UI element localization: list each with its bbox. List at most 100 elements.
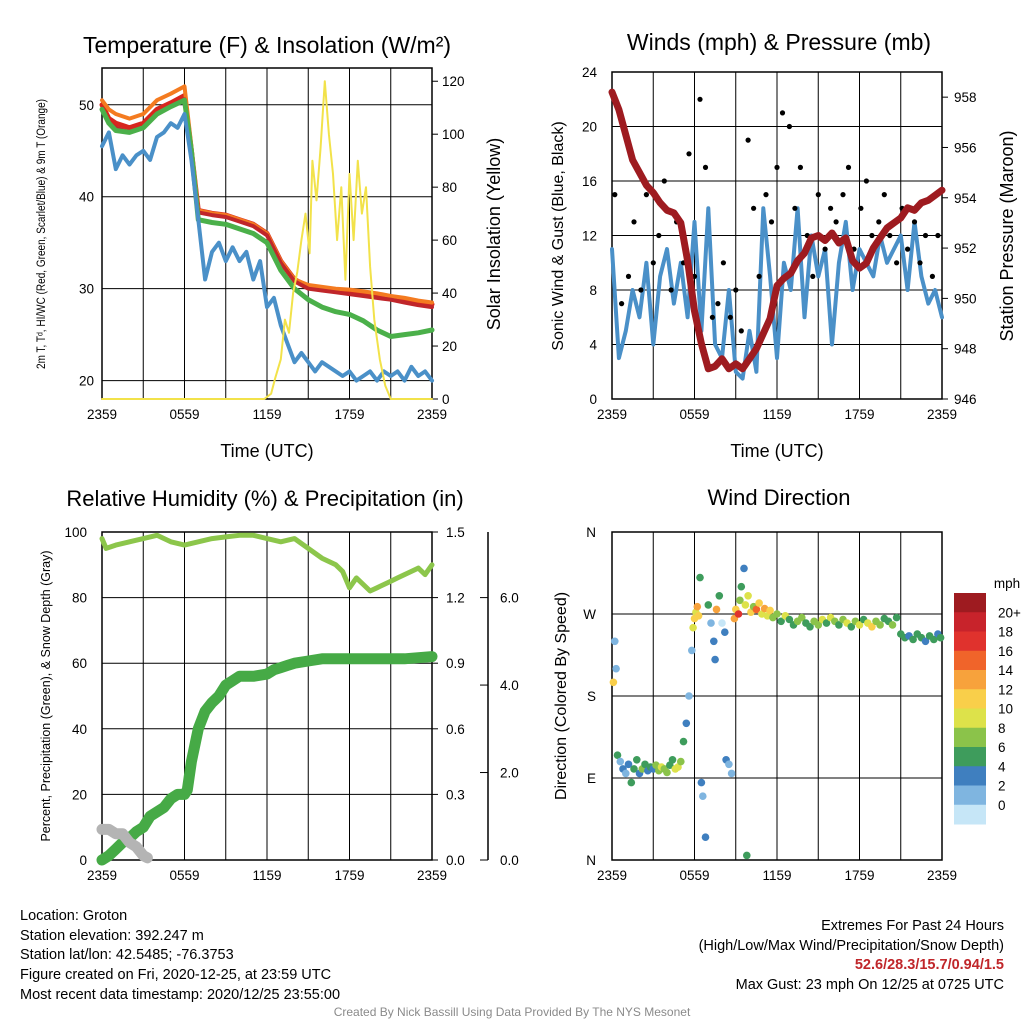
- y2-tick-label: 120: [442, 74, 465, 89]
- gust-point: [935, 232, 941, 239]
- direction-point: [710, 637, 718, 646]
- gust-point: [650, 260, 656, 266]
- gust-point: [881, 192, 887, 198]
- gust-point: [869, 232, 875, 239]
- y-tick-label: E: [587, 771, 596, 786]
- direction-point: [744, 592, 752, 600]
- direction-point: [627, 778, 636, 787]
- series-line-9m-t-wc-blue-: [100, 112, 434, 383]
- x-tick-label: 2359: [927, 407, 957, 422]
- y-tick-label: 40: [72, 722, 87, 737]
- y-tick-label: 4: [589, 338, 597, 353]
- gust-point: [715, 301, 721, 307]
- y3-tick-label: 4.0: [500, 678, 519, 693]
- y2-tick-label: 40: [442, 286, 457, 301]
- direction-point: [622, 769, 630, 778]
- y2-tick-label: 0.9: [446, 656, 465, 671]
- extremes-values: 52.6/28.3/15.7/0.94/1.5: [854, 957, 1004, 974]
- y-tick-label: S: [587, 689, 596, 704]
- direction-point: [679, 737, 688, 746]
- direction-point: [727, 769, 736, 778]
- x-tick-label: 0559: [679, 407, 709, 422]
- y-tick-label: W: [583, 607, 596, 622]
- y2-tick-label: 952: [954, 241, 977, 256]
- gust-point: [876, 219, 882, 225]
- direction-point: [707, 619, 715, 627]
- y2-tick-label: 956: [954, 140, 977, 155]
- humidity-precipitation-chart: 2359 0559 1159 1759 23590204060801000.00.30.…: [39, 486, 519, 883]
- x-tick-label: 1759: [334, 868, 364, 883]
- y-tick-label: 20: [79, 374, 94, 389]
- y2-tick-label: 100: [442, 127, 465, 142]
- station-location: Location: Groton: [20, 908, 128, 924]
- direction-point: [814, 621, 823, 629]
- direction-point: [668, 756, 677, 764]
- y3-tick-label: 6.0: [500, 591, 519, 606]
- direction-point: [697, 778, 706, 787]
- recent-data-timestamp: Most recent data timestamp: 2020/12/25 2…: [20, 986, 341, 1003]
- gust-point: [792, 205, 798, 211]
- x-tick-label: 1159: [762, 407, 791, 422]
- colorbar-swatch: [954, 804, 986, 825]
- gust-point: [709, 314, 716, 320]
- direction-point: [909, 635, 917, 644]
- y2-tick-label: 1.2: [446, 591, 465, 606]
- station-latlon: Station lat/lon: 42.5485; -76.3753: [20, 947, 234, 964]
- y2-tick-label: 0.6: [446, 722, 465, 737]
- y2-axis-label: Solar Insolation (Yellow): [484, 138, 504, 330]
- plot-frame: [611, 71, 943, 400]
- x-tick-label: 2359: [597, 868, 627, 883]
- direction-point: [699, 792, 707, 800]
- extremes-legend: (High/Low/Max Wind/Precipitation/Snow De…: [698, 937, 1004, 954]
- direction-point: [611, 637, 619, 646]
- y-tick-label: N: [586, 525, 596, 540]
- direction-point: [677, 757, 685, 766]
- x-tick-label: 0559: [679, 868, 709, 883]
- gust-point: [686, 151, 692, 157]
- x-tick-label: 2359: [417, 407, 447, 422]
- x-tick-label: 1159: [762, 868, 791, 883]
- x-tick-label: 1159: [252, 868, 281, 883]
- direction-point: [689, 623, 697, 632]
- max-gust: Max Gust: 23 mph On 12/25 at 0725 UTC: [735, 977, 1004, 994]
- direction-point: [696, 573, 704, 582]
- colorbar-label: 0: [998, 798, 1006, 813]
- series-line-station-pressure: [608, 88, 946, 373]
- direction-point: [868, 623, 876, 631]
- gust-point: [774, 164, 780, 170]
- y2-axis-label: Station Pressure (Maroon): [997, 130, 1017, 341]
- colorbar-label: 8: [998, 721, 1006, 736]
- gust-point: [917, 260, 923, 266]
- direction-point: [741, 601, 750, 609]
- gust-point: [631, 219, 637, 225]
- direction-point: [685, 692, 693, 700]
- y-tick-label: 16: [582, 174, 597, 189]
- winds-pressure-chart: 2359 0559 1159 1759 235904812162024946948950…: [550, 29, 1017, 461]
- direction-point: [693, 602, 702, 611]
- gust-point: [779, 110, 786, 116]
- colorbar-swatch: [954, 708, 986, 729]
- direction-point: [721, 628, 729, 636]
- direction-point: [921, 637, 930, 646]
- y-tick-label: 8: [589, 283, 597, 298]
- gust-point: [840, 192, 846, 198]
- colorbar-swatch: [954, 766, 986, 786]
- direction-point: [936, 633, 945, 642]
- x-tick-label: 1759: [844, 868, 874, 883]
- colorbar-label: 2: [998, 779, 1006, 794]
- gust-point: [887, 232, 893, 239]
- y2-tick-label: 950: [954, 291, 977, 306]
- direction-point: [682, 719, 691, 728]
- y2-tick-label: 80: [442, 180, 457, 195]
- x-axis-label: Time (UTC): [730, 441, 823, 461]
- gust-point: [828, 205, 834, 211]
- colorbar-swatch: [954, 593, 986, 613]
- y2-tick-label: 946: [954, 392, 977, 407]
- temperature-insolation-chart: 2359 0559 1159 1759 2359 20 30 40 50 0 20 40 60 80 100…: [36, 32, 504, 461]
- y2-tick-label: 948: [954, 342, 977, 357]
- x-tick-label: 0559: [169, 868, 199, 883]
- colorbar-swatch: [954, 670, 986, 690]
- x-tick-label: 0559: [169, 407, 199, 422]
